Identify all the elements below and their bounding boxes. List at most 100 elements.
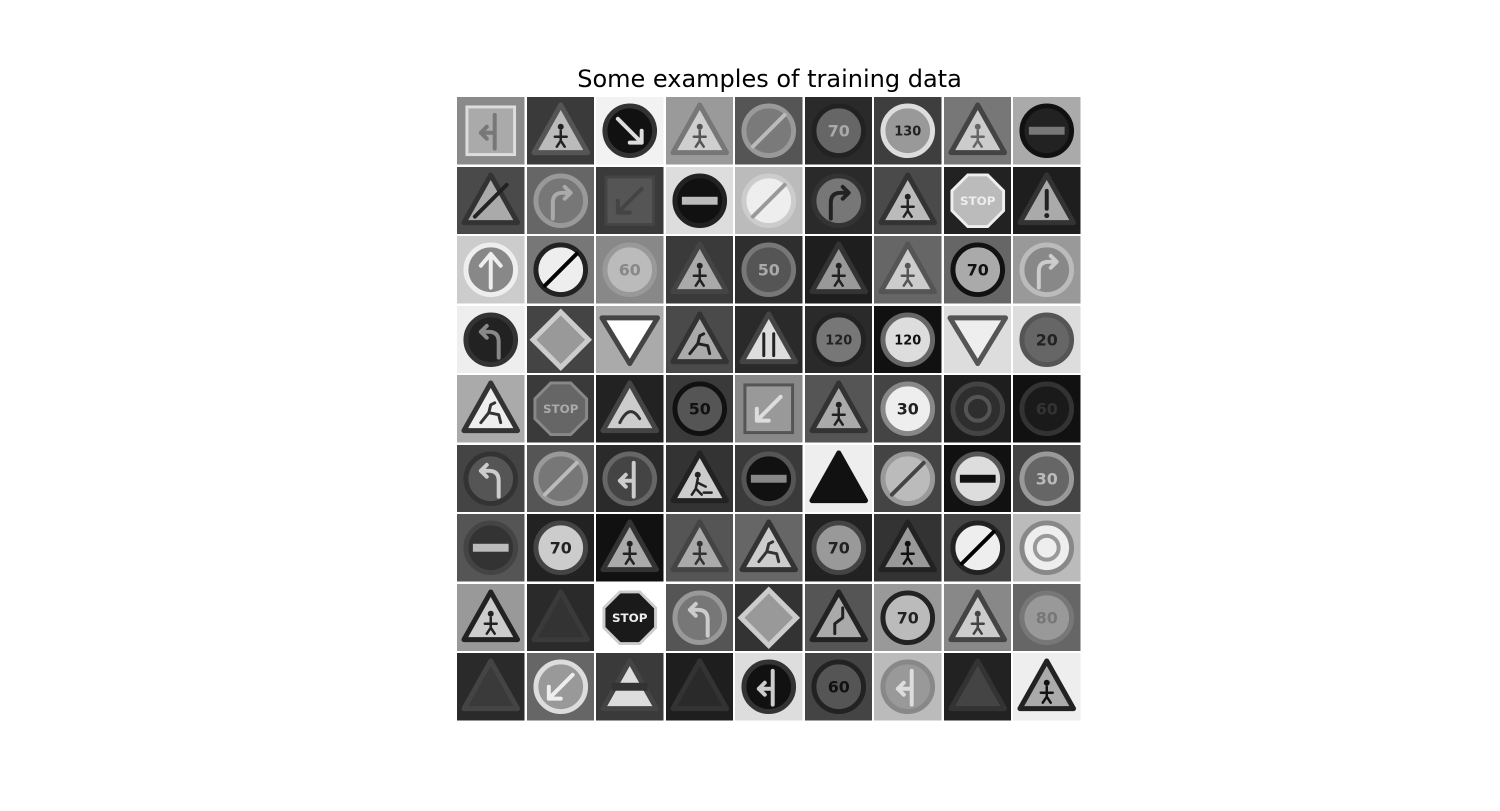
sign-image-r7-c2: 70 [526, 514, 594, 582]
sign-image-r1-c4 [665, 97, 733, 165]
sign-image-r3-c2 [526, 236, 594, 304]
sign-image-r6-c1 [457, 444, 525, 512]
svg-text:70: 70 [966, 260, 988, 279]
sign-image-r1-c6: 70 [804, 97, 872, 165]
sign-image-r7-c3 [596, 514, 664, 582]
sign-image-r3-c8: 70 [943, 236, 1011, 304]
sign-image-r8-c4 [665, 583, 733, 651]
sign-image-r5-c8 [943, 375, 1011, 443]
sign-image-r2-c1 [457, 166, 525, 234]
sign-image-r7-c6: 70 [804, 514, 872, 582]
sign-image-r3-c3: 60 [596, 236, 664, 304]
sign-image-r9-c6: 60 [804, 653, 872, 721]
sign-image-r5-c7: 30 [874, 375, 942, 443]
sign-image-r9-c3 [596, 653, 664, 721]
sign-image-r3-c5: 50 [735, 236, 803, 304]
svg-text:STOP: STOP [542, 402, 578, 416]
sign-image-r4-c4 [665, 305, 733, 373]
sign-image-r4-c2 [526, 305, 594, 373]
sign-image-r8-c1 [457, 583, 525, 651]
sign-image-r7-c5 [735, 514, 803, 582]
figure-title: Some examples of training data [577, 65, 962, 93]
svg-text:60: 60 [1036, 399, 1058, 418]
sign-image-r4-c8 [943, 305, 1011, 373]
svg-text:STOP: STOP [612, 611, 648, 625]
sign-image-r8-c8 [943, 583, 1011, 651]
svg-text:70: 70 [549, 538, 571, 557]
sign-image-r4-c7: 120 [874, 305, 942, 373]
sign-image-r6-c6 [804, 444, 872, 512]
sign-image-r3-c4 [665, 236, 733, 304]
sign-image-r6-c7 [874, 444, 942, 512]
sign-image-r8-c9: 80 [1013, 583, 1081, 651]
sign-image-r5-c3 [596, 375, 664, 443]
svg-text:50: 50 [688, 399, 710, 418]
sign-image-r3-c9 [1013, 236, 1081, 304]
sign-image-r6-c8 [943, 444, 1011, 512]
sign-image-r1-c2 [526, 97, 594, 165]
sign-image-r2-c2 [526, 166, 594, 234]
svg-text:130: 130 [894, 124, 921, 139]
svg-text:70: 70 [827, 538, 849, 557]
sign-image-r4-c6: 120 [804, 305, 872, 373]
sign-image-r1-c8 [943, 97, 1011, 165]
sign-image-r9-c4 [665, 653, 733, 721]
sign-image-r5-c1 [457, 375, 525, 443]
sign-image-r4-c5 [735, 305, 803, 373]
sign-image-r9-c2 [526, 653, 594, 721]
sign-image-r8-c6 [804, 583, 872, 651]
sign-image-r4-c3 [596, 305, 664, 373]
sign-image-r2-c4 [665, 166, 733, 234]
sign-image-r3-c1 [457, 236, 525, 304]
sign-image-r6-c5 [735, 444, 803, 512]
sign-image-r2-c6 [804, 166, 872, 234]
sign-image-r9-c7 [874, 653, 942, 721]
svg-text:120: 120 [894, 333, 921, 348]
sign-image-r2-c3 [596, 166, 664, 234]
svg-text:STOP: STOP [959, 194, 995, 208]
sign-image-r9-c5 [735, 653, 803, 721]
sign-image-r5-c2: STOP [526, 375, 594, 443]
sign-image-r9-c8 [943, 653, 1011, 721]
sign-image-r5-c5 [735, 375, 803, 443]
sign-image-r7-c7 [874, 514, 942, 582]
sign-image-r5-c6 [804, 375, 872, 443]
sign-image-r7-c9 [1013, 514, 1081, 582]
sign-image-r6-c3 [596, 444, 664, 512]
sign-image-r6-c9: 30 [1013, 444, 1081, 512]
sign-image-r5-c9: 60 [1013, 375, 1081, 443]
sign-image-r1-c5 [735, 97, 803, 165]
image-grid: 70 130 STOP 60 50 70 120 120 20 STOP 50 30 60 30 70 70 S… [457, 97, 1082, 722]
sign-image-r4-c1 [457, 305, 525, 373]
sign-image-r3-c6 [804, 236, 872, 304]
sign-image-r2-c7 [874, 166, 942, 234]
sign-image-r7-c4 [665, 514, 733, 582]
sign-image-r1-c3 [596, 97, 664, 165]
sign-image-r9-c1 [457, 653, 525, 721]
sign-image-r6-c4 [665, 444, 733, 512]
sign-image-r1-c9 [1013, 97, 1081, 165]
svg-text:80: 80 [1036, 608, 1058, 627]
sign-image-r2-c8: STOP [943, 166, 1011, 234]
sign-image-r3-c7 [874, 236, 942, 304]
sign-image-r7-c1 [457, 514, 525, 582]
svg-text:60: 60 [619, 260, 641, 279]
svg-text:30: 30 [897, 399, 919, 418]
sign-image-r5-c4: 50 [665, 375, 733, 443]
svg-text:70: 70 [897, 608, 919, 627]
sign-image-r7-c8 [943, 514, 1011, 582]
sign-image-r8-c3: STOP [596, 583, 664, 651]
svg-text:60: 60 [827, 677, 849, 696]
sign-image-r4-c9: 20 [1013, 305, 1081, 373]
sign-image-r8-c5 [735, 583, 803, 651]
svg-text:50: 50 [758, 260, 780, 279]
svg-text:120: 120 [825, 333, 852, 348]
svg-text:70: 70 [827, 121, 849, 140]
sign-image-r8-c2 [526, 583, 594, 651]
sign-image-r2-c5 [735, 166, 803, 234]
sign-image-r6-c2 [526, 444, 594, 512]
sign-image-r1-c1 [457, 97, 525, 165]
sign-image-r8-c7: 70 [874, 583, 942, 651]
sign-image-r1-c7: 130 [874, 97, 942, 165]
svg-text:20: 20 [1036, 330, 1058, 349]
